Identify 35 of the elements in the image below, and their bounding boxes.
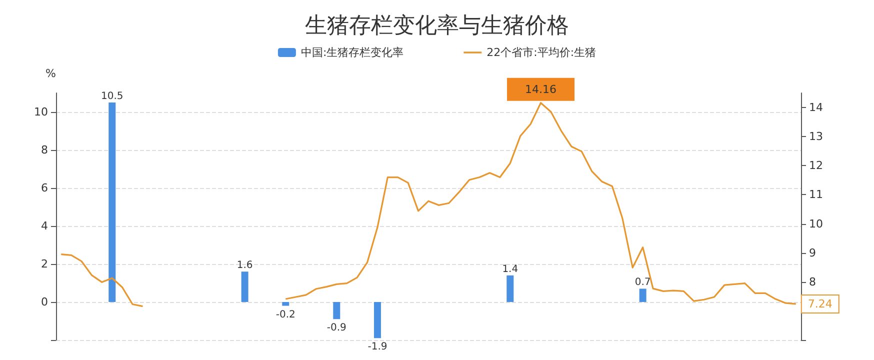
y-tick-label: 10	[34, 106, 48, 118]
bar	[333, 302, 340, 320]
data-label: -1.9	[368, 342, 388, 353]
bar	[506, 275, 514, 302]
line-series	[284, 102, 797, 305]
y-tick-label: 6	[41, 182, 48, 194]
bar	[108, 102, 116, 302]
line-series	[60, 253, 144, 308]
y2-tick-label: 14	[809, 101, 823, 114]
data-label: 14.16	[525, 82, 557, 96]
y2-tick-label: 8	[809, 275, 816, 288]
data-label: -0.9	[326, 322, 346, 334]
data-label: 0.7	[634, 277, 651, 288]
y-tick-label: 8	[41, 144, 48, 156]
legend-label: 22个省市:平均价:生猪	[486, 46, 596, 59]
y2-tick-label: 10	[809, 217, 823, 230]
y2-tick-label: 11	[809, 188, 823, 202]
data-label: 1.4	[502, 264, 518, 275]
data-label: -0.2	[276, 309, 296, 320]
y2-tick-label: 9	[809, 246, 816, 260]
bar	[282, 302, 290, 306]
y2-tick-label: 13	[809, 130, 823, 144]
data-label: 10.5	[100, 91, 124, 102]
data-label: 7.24	[808, 297, 832, 310]
bar	[374, 302, 381, 338]
y-tick-label: 4	[41, 220, 48, 232]
y-tick-label: 2	[41, 258, 48, 270]
bar	[639, 288, 646, 302]
bar	[241, 272, 248, 302]
chart-title: 生猪存栏变化率与生猪价格	[305, 14, 569, 38]
y2-tick-label: 12	[809, 159, 823, 172]
y-tick-label: 0	[41, 296, 48, 308]
y-axis-title: %	[46, 67, 56, 80]
legend-label: 中国:生猪存栏变化率	[300, 46, 404, 59]
data-label: 1.6	[236, 260, 253, 272]
